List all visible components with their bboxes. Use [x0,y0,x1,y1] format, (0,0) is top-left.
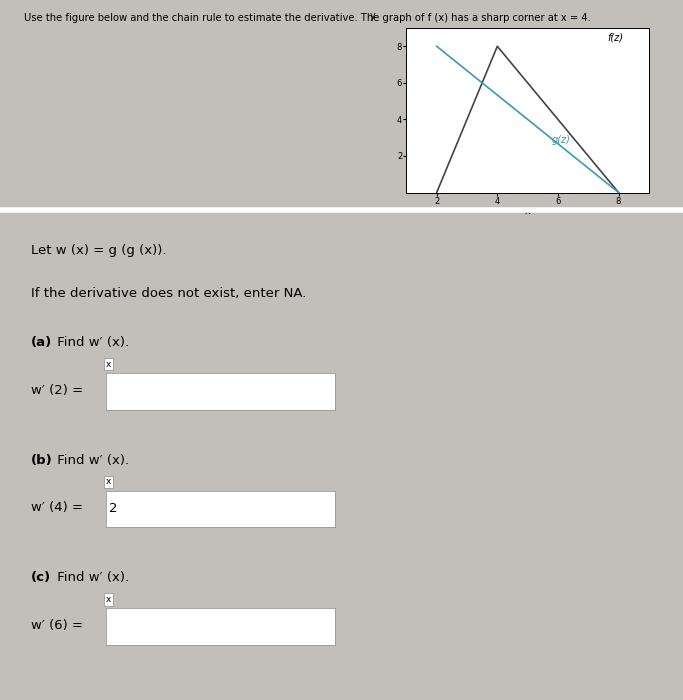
Text: w′ (6) =: w′ (6) = [31,619,83,632]
Text: Find w′ (x).: Find w′ (x). [53,336,128,349]
Text: g(z): g(z) [552,135,571,145]
Text: Use the figure below and the chain rule to estimate the derivative. The graph of: Use the figure below and the chain rule … [24,13,591,22]
X-axis label: x: x [525,206,531,216]
Text: w′ (4) =: w′ (4) = [31,501,83,514]
Text: Find w′ (x).: Find w′ (x). [53,454,128,467]
Y-axis label: y: y [370,11,376,22]
Text: If the derivative does not exist, enter NA.: If the derivative does not exist, enter … [31,287,306,300]
Text: Let w (x) = g (g (x)).: Let w (x) = g (g (x)). [31,244,166,257]
Text: Find w′ (x).: Find w′ (x). [53,571,128,584]
Text: x: x [106,477,111,486]
Text: (a): (a) [31,336,52,349]
Text: (b): (b) [31,454,53,467]
Text: (c): (c) [31,571,51,584]
Text: 2: 2 [109,503,117,515]
Text: x: x [106,595,111,604]
Text: f(z): f(z) [608,33,624,43]
Text: x: x [106,360,111,369]
Text: w′ (2) =: w′ (2) = [31,384,83,397]
